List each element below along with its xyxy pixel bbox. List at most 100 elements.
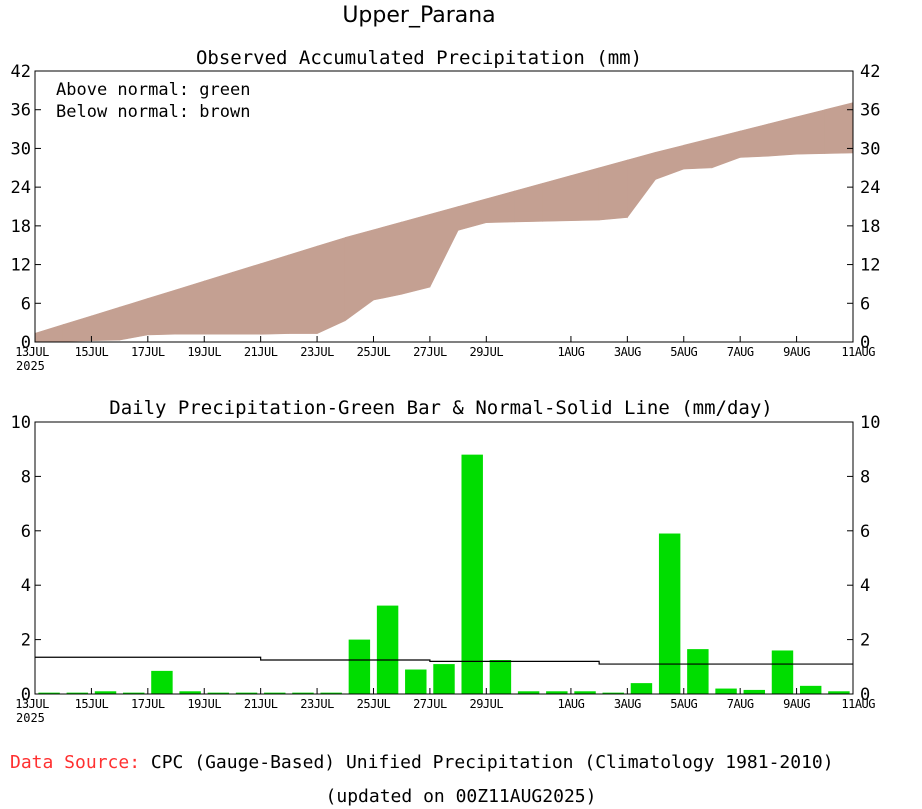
accumulation-segment (627, 151, 656, 219)
accumulation-segment (119, 298, 149, 341)
daily-bar (517, 691, 540, 694)
y-tick-label-left: 0 (21, 685, 31, 705)
x-tick-label: 27JUL (413, 697, 447, 711)
daily-precip-panel: Daily Precipitation-Green Bar & Normal-S… (11, 397, 881, 725)
y-tick-label-left: 10 (11, 413, 31, 433)
accumulation-segment (514, 182, 544, 223)
x-tick-label: 9AUG (783, 345, 810, 359)
accumulation-segment (598, 159, 628, 221)
accumulation-segment (91, 306, 120, 342)
daily-bar (123, 692, 145, 694)
daily-bar (461, 454, 483, 694)
year-label: 2025 (16, 359, 45, 373)
x-tick-label: 21JUL (244, 697, 278, 711)
x-tick-label: 1AUG (557, 697, 584, 711)
y-tick-label-left: 8 (21, 467, 31, 487)
daily-bar (207, 692, 230, 694)
daily-panel-title: Daily Precipitation-Green Bar & Normal-S… (109, 397, 772, 419)
y-tick-label-right: 4 (860, 576, 870, 596)
accumulation-segment (62, 315, 92, 342)
accumulation-segment (401, 213, 431, 295)
x-tick-label: 13JUL (15, 345, 49, 359)
y-tick-label-right: 24 (860, 178, 880, 198)
x-tick-label: 23JUL (300, 697, 334, 711)
daily-bar (546, 691, 568, 694)
y-tick-label-right: 30 (860, 139, 880, 159)
y-tick-label-left: 36 (11, 101, 31, 121)
accumulation-segment (655, 144, 685, 180)
data-source-text: CPC (Gauge-Based) Unified Precipitation … (140, 752, 834, 773)
y-tick-label-left: 2 (21, 631, 31, 651)
daily-bar (66, 692, 89, 694)
x-tick-label: 27JUL (413, 345, 447, 359)
y-tick-label-right: 12 (860, 256, 880, 276)
y-tick-label-left: 12 (11, 256, 31, 276)
accumulation-segment (542, 175, 572, 222)
x-tick-label: 17JUL (131, 697, 165, 711)
x-tick-label: 3AUG (614, 697, 641, 711)
daily-bar (433, 664, 455, 694)
accumulation-segment (203, 271, 233, 335)
deficit-area-layer (34, 102, 854, 342)
daily-bar (489, 660, 512, 694)
accumulation-segment (486, 190, 515, 223)
y-tick-label-right: 6 (860, 522, 870, 542)
daily-bar (38, 692, 60, 694)
legend-below-normal: Below normal: brown (56, 102, 250, 122)
data-source-label: Data Source: (10, 752, 141, 773)
x-tick-label: 13JUL (15, 697, 49, 711)
x-tick-label: 11AUG (841, 345, 875, 359)
x-tick-label: 5AUG (670, 345, 697, 359)
y-tick-label-right: 8 (860, 467, 870, 487)
daily-bar (320, 692, 342, 694)
bottom-plot-frame (34, 421, 854, 695)
accumulation-segment (373, 221, 402, 301)
y-tick-label-right: 10 (860, 413, 880, 433)
daily-bar (771, 650, 794, 694)
daily-bar (376, 605, 399, 694)
accumulation-segment (175, 280, 205, 335)
x-tick-label: 7AUG (727, 697, 754, 711)
daily-bar (292, 692, 314, 694)
updated-timestamp: (updated on 00Z11AUG2025) (325, 786, 597, 807)
accumulation-segment (429, 206, 459, 288)
y-tick-label-right: 42 (860, 62, 880, 82)
y-tick-label-left: 18 (11, 217, 31, 237)
data-source-line: Data Source: CPC (Gauge-Based) Unified P… (10, 752, 922, 773)
accumulated-panel-title: Observed Accumulated Precipitation (mm) (196, 47, 642, 69)
x-tick-label: 29JUL (469, 345, 503, 359)
daily-bar (799, 685, 822, 694)
x-tick-label: 1AUG (557, 345, 584, 359)
top-axis-ticks: 0 0 6 6 12 12 18 18 24 24 30 30 36 36 42 42 13JUL 15JUL 17… (11, 62, 881, 373)
daily-bar (687, 649, 709, 694)
x-tick-label: 15JUL (75, 697, 109, 711)
daily-bar (151, 670, 173, 694)
x-tick-label: 11AUG (841, 697, 875, 711)
daily-bar (94, 691, 117, 694)
daily-bar (715, 688, 737, 694)
x-tick-label: 19JUL (187, 345, 221, 359)
y-tick-label-right: 0 (860, 333, 870, 353)
x-tick-label: 25JUL (357, 345, 391, 359)
y-tick-label-left: 30 (11, 139, 31, 159)
legend-above-normal: Above normal: green (56, 80, 250, 100)
x-tick-label: 7AUG (727, 345, 754, 359)
accumulation-segment (344, 229, 374, 322)
y-tick-label-left: 6 (21, 522, 31, 542)
daily-bar (602, 692, 624, 694)
y-tick-label-left: 24 (11, 178, 31, 198)
daily-bar (574, 691, 596, 694)
daily-bar (828, 691, 850, 694)
daily-bar (743, 689, 765, 694)
accumulation-segment (683, 137, 713, 170)
accumulation-segment (711, 130, 741, 169)
y-tick-label-right: 36 (860, 101, 880, 121)
accumulation-segment (796, 109, 826, 155)
accumulation-segment (768, 116, 797, 157)
top-plot-frame (34, 70, 854, 343)
x-tick-label: 9AUG (783, 697, 810, 711)
normal-line-layer (35, 656, 853, 665)
accumulation-segment (457, 198, 487, 231)
y-tick-label-left: 4 (21, 576, 31, 596)
accumulation-segment (288, 245, 318, 334)
